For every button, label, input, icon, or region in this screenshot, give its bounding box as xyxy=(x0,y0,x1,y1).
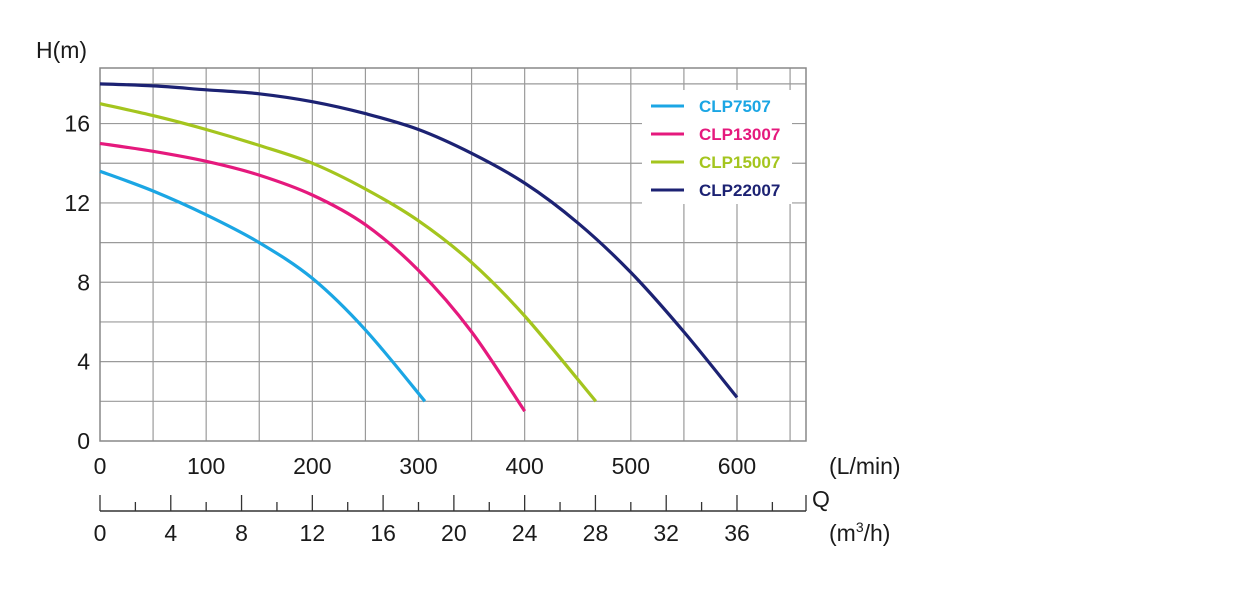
series-lines xyxy=(99,82,739,413)
x-axis-unit-bottom: (m3/h) xyxy=(829,519,890,546)
x-tick-label-m3h: 20 xyxy=(441,520,467,546)
x-tick-label-m3h: 0 xyxy=(94,520,107,546)
x-tick-label-m3h: 36 xyxy=(724,520,750,546)
legend-label-clp22007: CLP22007 xyxy=(699,181,780,200)
axes: 0 4 8 12 16 0 100 200 300 400 500 600 0 4 8 12 16 20 24 28 3… xyxy=(64,111,807,546)
series-line-clp22007 xyxy=(99,82,739,399)
y-tick-label: 0 xyxy=(77,428,90,454)
x-tick-label-lpm: 300 xyxy=(399,453,437,479)
y-tick-label: 12 xyxy=(64,190,90,216)
series-line-clp7507 xyxy=(99,169,427,403)
x-axis-unit-bottom-sup: 3 xyxy=(856,519,864,535)
x-tick-label-m3h: 12 xyxy=(300,520,326,546)
x-tick-label-m3h: 28 xyxy=(583,520,609,546)
x-tick-label-lpm: 400 xyxy=(505,453,543,479)
y-tick-label: 4 xyxy=(77,349,90,375)
legend-label-clp13007: CLP13007 xyxy=(699,125,780,144)
x-tick-label-m3h: 24 xyxy=(512,520,538,546)
series-line-clp15007 xyxy=(99,102,598,403)
x-tick-label-lpm: 0 xyxy=(94,453,107,479)
x-axis-unit-bottom-tail: /h) xyxy=(864,520,891,546)
legend: CLP7507 CLP13007 CLP15007 CLP22007 xyxy=(642,90,792,204)
x-axis-symbol: Q xyxy=(812,486,830,512)
x-tick-label-m3h: 32 xyxy=(653,520,679,546)
x-axis-unit-bottom-base: (m xyxy=(829,520,856,546)
legend-label-clp7507: CLP7507 xyxy=(699,97,771,116)
x-tick-label-lpm: 500 xyxy=(612,453,650,479)
y-tick-label: 8 xyxy=(77,269,90,295)
legend-label-clp15007: CLP15007 xyxy=(699,153,780,172)
y-tick-label: 16 xyxy=(64,111,90,137)
legend-box xyxy=(642,90,792,204)
series-line-clp13007 xyxy=(99,141,527,413)
x-tick-label-lpm: 200 xyxy=(293,453,331,479)
plot-border xyxy=(99,67,807,442)
x-tick-label-m3h: 16 xyxy=(370,520,396,546)
x-tick-label-lpm: 100 xyxy=(187,453,225,479)
x-tick-label-lpm: 600 xyxy=(718,453,756,479)
x-tick-label-m3h: 8 xyxy=(235,520,248,546)
y-axis-title: H(m) xyxy=(36,37,87,63)
x-axis-unit-top: (L/min) xyxy=(829,453,901,479)
x-tick-label-m3h: 4 xyxy=(164,520,177,546)
